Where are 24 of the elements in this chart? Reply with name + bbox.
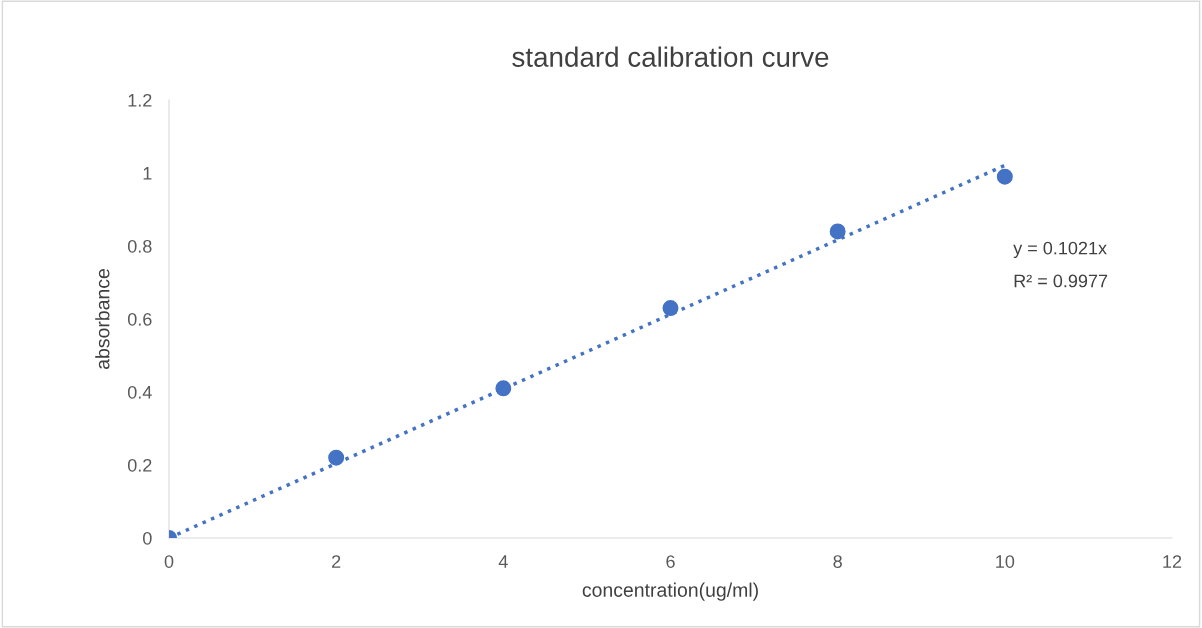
point (996, 168, 1013, 185)
point (662, 300, 679, 317)
point (495, 380, 512, 397)
x-tick-label: 2 (332, 555, 341, 568)
x-axis-title: concentration(ug/ml) (582, 582, 758, 601)
x-tick-label: 4 (498, 555, 508, 568)
x-tick-label: 6 (666, 555, 675, 568)
x-tick-label: 8 (833, 555, 842, 568)
point (829, 223, 846, 240)
x-tick-label: 12 (1163, 555, 1182, 568)
y-tick-label: 0.2 (127, 458, 152, 472)
x-tick-label: 0 (164, 555, 174, 568)
y-tick-label: 1.2 (128, 93, 152, 107)
annotation: y = 0.1021x (1013, 241, 1107, 259)
annotation: R² = 0.9977 (1014, 274, 1108, 288)
x-tick-label: 10 (996, 555, 1015, 568)
y-tick-label: 0.4 (127, 385, 152, 399)
y-tick-label: 1 (143, 167, 152, 180)
y-tick-label: 0.6 (127, 312, 152, 326)
y-tick-label: 0.8 (127, 239, 152, 253)
chart-title: standard calibration curve (512, 46, 829, 67)
y-tick-label: 0 (143, 531, 152, 545)
point (328, 449, 345, 466)
y-axis-title: absorbance (95, 269, 110, 369)
